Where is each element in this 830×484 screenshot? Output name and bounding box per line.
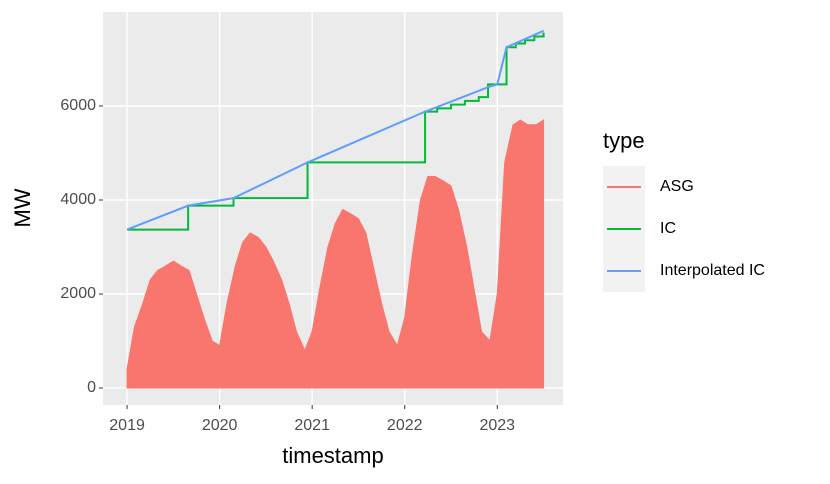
interpolated-line — [126, 29, 544, 231]
x-tick-label: 2023 — [479, 417, 515, 434]
y-tick-label: 4000 — [60, 191, 96, 208]
x-tick-label: 2022 — [387, 417, 423, 434]
ic-line — [127, 32, 545, 231]
y-tick-label: 2000 — [60, 285, 96, 302]
x-tick-label: 2019 — [109, 417, 145, 434]
x-axis-title: timestamp — [282, 443, 383, 468]
y-axis-title: MW — [10, 188, 35, 227]
y-tick-label: 0 — [87, 379, 96, 396]
y-tick-label: 6000 — [60, 97, 96, 114]
asg-area — [126, 119, 545, 389]
legend-label: IC — [660, 220, 676, 237]
legend-title: type — [603, 128, 645, 153]
legend-label: Interpolated IC — [660, 262, 765, 279]
x-tick-label: 2020 — [202, 417, 238, 434]
x-tick-label: 2021 — [294, 417, 330, 434]
legend-label: ASG — [660, 178, 694, 195]
